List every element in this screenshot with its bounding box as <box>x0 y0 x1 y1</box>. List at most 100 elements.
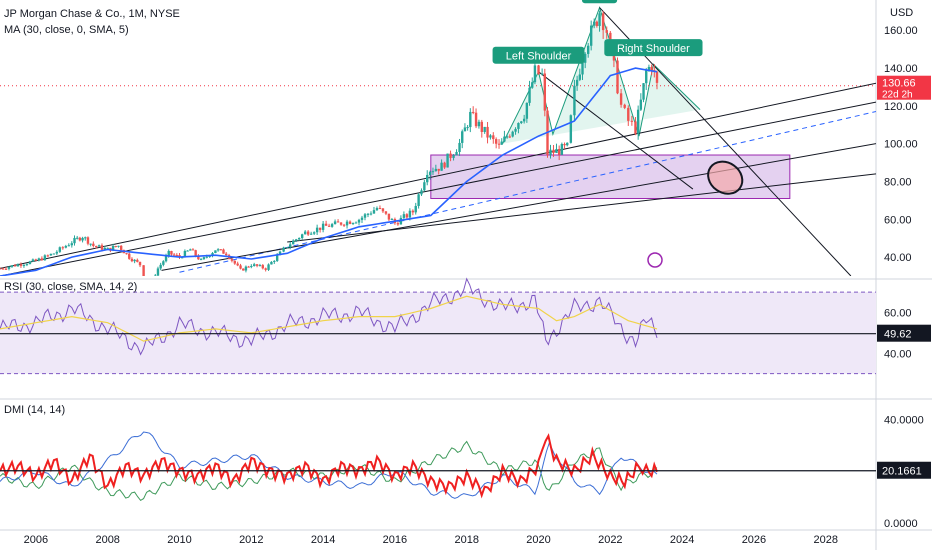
candle-body <box>645 70 648 84</box>
candle-body <box>630 120 634 122</box>
candle-body <box>170 250 173 255</box>
candle-body <box>199 259 203 261</box>
candle-body <box>634 121 637 134</box>
candle-body <box>560 144 564 155</box>
candle-body <box>575 79 579 86</box>
candle-body <box>531 82 534 88</box>
candle-body <box>117 245 120 247</box>
candle-body <box>348 221 352 224</box>
pattern-label: Left Shoulder <box>506 51 572 63</box>
time-tick-label: 2006 <box>24 534 48 546</box>
candle-body <box>142 265 145 276</box>
candle-body <box>92 243 95 246</box>
candle-body <box>111 245 115 251</box>
candle-body <box>154 275 157 276</box>
candle-body <box>247 266 250 268</box>
price-tick-label: 160.00 <box>884 25 918 37</box>
candle-body <box>616 60 619 94</box>
candle-body <box>426 174 429 183</box>
candle-body <box>189 249 192 251</box>
candle-body <box>216 249 220 251</box>
candle-body <box>273 260 276 262</box>
candle-body <box>583 53 587 63</box>
candle-body <box>306 231 310 235</box>
candle-body <box>449 153 452 158</box>
candle-body <box>378 207 382 209</box>
candle-body <box>581 62 584 75</box>
pattern-label: Head <box>586 0 612 2</box>
candle-body <box>167 250 170 256</box>
candle-body <box>13 265 17 267</box>
candle-body <box>405 214 409 218</box>
candle-body <box>191 249 195 251</box>
candle-body <box>95 245 98 247</box>
candle-body <box>327 225 331 227</box>
candle-body <box>589 25 593 46</box>
candle-body <box>540 73 544 75</box>
candle-body <box>408 210 412 218</box>
candle-body <box>492 135 495 140</box>
pattern-label-box <box>604 39 703 57</box>
candle-body <box>357 219 361 223</box>
pattern-label-box <box>492 46 585 64</box>
candle-body <box>592 21 596 26</box>
candle-body <box>16 264 20 267</box>
candle-body <box>557 148 561 155</box>
dashed-trendline <box>179 111 876 273</box>
candle-body <box>623 104 626 108</box>
candle-body <box>37 258 41 261</box>
candle-body <box>372 210 376 214</box>
candle-body <box>156 268 160 276</box>
candle-body <box>528 87 531 103</box>
candle-body <box>387 213 391 220</box>
candle-body <box>81 237 84 241</box>
candle-body <box>520 121 523 124</box>
candle-body <box>89 243 92 245</box>
candle-body <box>219 249 222 251</box>
candle-body <box>194 250 197 256</box>
candle-body <box>250 266 253 268</box>
price-tick-label: 140.00 <box>884 63 918 75</box>
candle-body <box>128 253 131 259</box>
symbol-title: JP Morgan Chase & Co., 1M, NYSE <box>4 8 180 20</box>
candle-body <box>183 250 187 258</box>
candle-body <box>463 127 467 132</box>
candle-body <box>97 245 101 247</box>
candle-body <box>28 261 32 265</box>
candle-body <box>297 238 301 240</box>
candle-body <box>282 247 285 252</box>
candle-body <box>162 261 165 265</box>
candle-body <box>486 126 489 138</box>
candle-body <box>533 65 537 83</box>
candle-body <box>67 245 71 247</box>
candle-body <box>175 254 179 256</box>
candle-body <box>431 171 435 173</box>
candle-body <box>233 260 236 264</box>
candle-body <box>309 233 313 235</box>
candle-body <box>360 217 364 220</box>
candle-body <box>543 73 547 111</box>
candle-body <box>414 205 417 213</box>
candle-body <box>639 99 643 110</box>
candle-body <box>345 221 349 226</box>
candle-body <box>339 222 343 225</box>
candle-body <box>270 261 273 265</box>
candle-body <box>202 257 206 260</box>
candle-body <box>146 279 148 291</box>
candle-body <box>466 127 469 129</box>
candle-body <box>291 240 295 245</box>
candle-body <box>205 256 208 258</box>
target-ellipse <box>707 160 744 195</box>
candle-body <box>514 128 517 132</box>
time-tick-label: 2008 <box>95 534 119 546</box>
candle-body <box>258 265 262 267</box>
candle-body <box>452 155 455 158</box>
candle-body <box>103 247 107 250</box>
rsi-line <box>0 277 658 356</box>
candle-body <box>149 286 151 292</box>
candle-body <box>605 30 608 33</box>
candle-body <box>601 13 605 31</box>
candle-body <box>458 142 461 152</box>
